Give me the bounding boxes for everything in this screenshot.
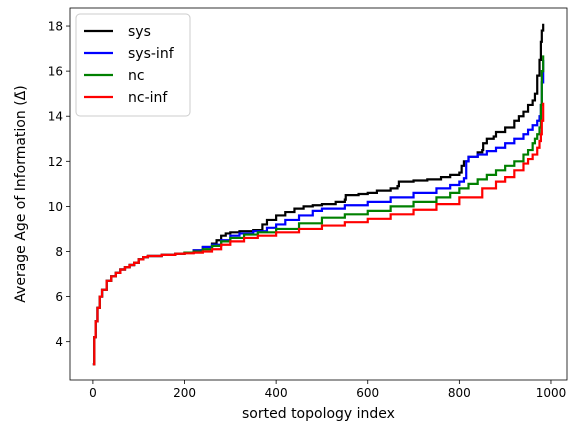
legend-label-sys: sys <box>128 24 151 40</box>
y-tick-label: 6 <box>55 290 63 304</box>
y-tick-label: 14 <box>48 110 63 124</box>
series-line-nc-inf <box>92 102 545 366</box>
y-tick-label: 18 <box>48 20 63 34</box>
x-tick-label: 200 <box>173 386 196 400</box>
x-tick-label: 1000 <box>536 386 567 400</box>
legend: sys sys-inf nc nc-inf <box>75 13 191 117</box>
y-tick-label: 12 <box>48 155 63 169</box>
x-tick-label: 600 <box>356 386 379 400</box>
plot-frame <box>69 7 568 381</box>
y-axis-ticks: 4 6 8 10 12 14 16 18 <box>48 20 70 349</box>
y-tick-label: 16 <box>48 65 63 79</box>
x-axis-ticks: 0 200 400 600 800 1000 <box>89 380 566 400</box>
y-tick-label: 8 <box>55 245 63 259</box>
y-tick-label: 4 <box>55 335 63 349</box>
series-layer <box>92 23 545 366</box>
x-tick-label: 800 <box>448 386 471 400</box>
y-tick-label: 10 <box>48 200 63 214</box>
x-tick-label: 0 <box>89 386 97 400</box>
x-tick-label: 400 <box>265 386 288 400</box>
y-axis-label: Average Age of Information (Δ̄) <box>13 85 29 302</box>
legend-label-nc: nc <box>128 68 145 84</box>
legend-box <box>75 13 191 117</box>
x-axis-label: sorted topology index <box>242 406 395 422</box>
legend-label-nc-inf: nc-inf <box>128 90 168 106</box>
legend-label-sys-inf: sys-inf <box>128 46 175 62</box>
